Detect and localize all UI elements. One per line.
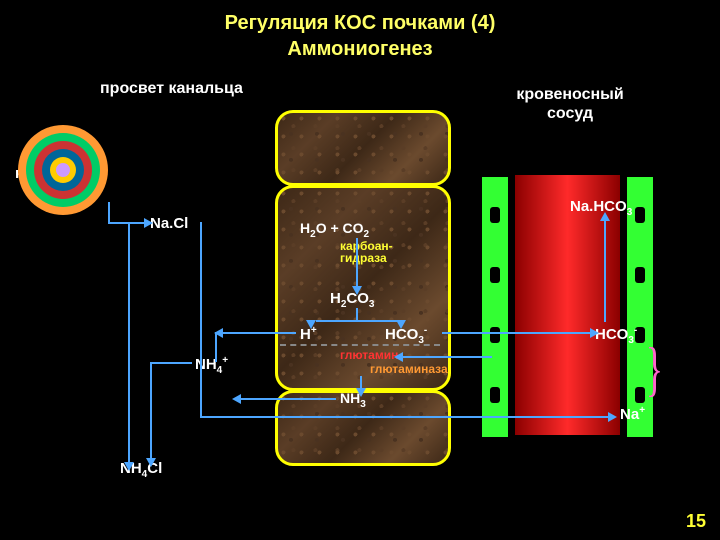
arrow (150, 362, 192, 364)
glutaminase-label: глютаминаза (370, 362, 448, 376)
arrow (108, 222, 146, 224)
cell-top (275, 110, 451, 186)
arrow (356, 308, 358, 320)
vessel-label: кровеносный сосуд (490, 85, 650, 123)
page-title: Регуляция КОС почками (4) Аммониогенез (0, 0, 720, 62)
page-number: 15 (686, 511, 706, 532)
arrow-head-icon (600, 212, 610, 221)
arrow (442, 332, 592, 334)
arrow-head-icon (144, 218, 153, 228)
glomerulus-icon (18, 125, 108, 215)
arrow (222, 332, 296, 334)
cell-divider (280, 344, 440, 346)
naplus-label: Na+ (620, 405, 645, 423)
arrow (316, 320, 400, 322)
arrow-head-icon (232, 394, 241, 404)
arrow-head-icon (590, 328, 599, 338)
arrow (356, 238, 358, 288)
arrow-head-icon (394, 352, 403, 362)
arrow (200, 222, 202, 418)
hco3-1-label: HCO3- (385, 325, 427, 346)
arrow (604, 218, 606, 322)
title-line-1: Регуляция КОС почками (4) (0, 10, 720, 36)
arrow-head-icon (306, 320, 316, 329)
arrow-head-icon (146, 458, 156, 467)
arrow (402, 356, 492, 358)
arrow (128, 222, 130, 467)
arrow-head-icon (352, 286, 362, 295)
title-line-2: Аммониогенез (0, 36, 720, 62)
carboanhydrase-label: карбоан-гидраза (340, 240, 393, 264)
arrow (108, 202, 110, 222)
arrow-head-icon (396, 320, 406, 329)
arrow (240, 398, 336, 400)
glutamin-label: глютамин (340, 348, 398, 362)
lumen-label: просвет канальца (100, 80, 243, 98)
nacl-label: Na.Cl (150, 215, 188, 232)
hco3-2-label: HCO3- (595, 325, 637, 346)
arrow (150, 362, 152, 462)
arrow (200, 416, 610, 418)
h2o-co2-label: H2O + CO2 (300, 220, 369, 240)
arrow-head-icon (124, 462, 134, 471)
arrow-head-icon (608, 412, 617, 422)
arrow (215, 332, 217, 362)
vessel-wall-left (480, 175, 510, 439)
arrow-head-icon (356, 388, 366, 397)
brace-icon: } (646, 335, 663, 404)
